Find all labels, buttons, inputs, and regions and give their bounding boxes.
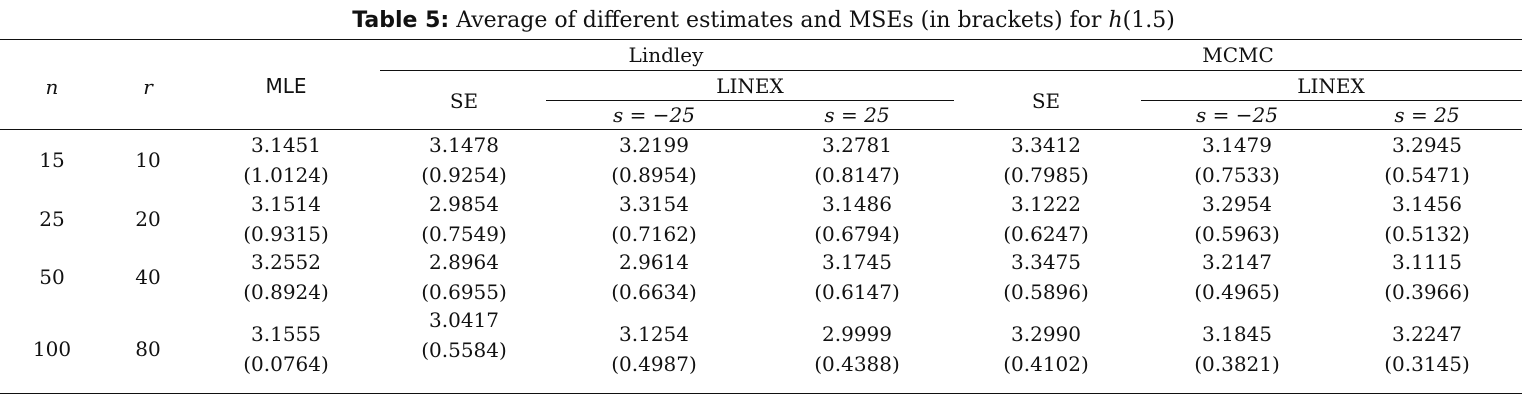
- header-lindley-s-neg: s = −25: [613, 103, 695, 127]
- cell-mcmc-se-mse: (0.4102): [1003, 352, 1089, 376]
- cell-mcmc-se-value: 3.1222: [1011, 192, 1081, 216]
- cell-lindley-sneg-mse: (0.4987): [611, 352, 697, 376]
- cell-lindley-se-value: 2.8964: [429, 250, 499, 274]
- cell-lindley-sneg-mse: (0.6634): [611, 280, 697, 304]
- cell-mcmc-spos-mse: (0.3145): [1384, 352, 1470, 376]
- cell-mcmc-se-value: 3.3412: [1011, 133, 1081, 157]
- cell-mcmc-se-mse: (0.5896): [1003, 280, 1089, 304]
- cell-mcmc-spos-value: 3.1456: [1392, 192, 1462, 216]
- cell-mle-mse: (1.0124): [243, 163, 329, 187]
- cell-lindley-sneg-value: 3.2199: [619, 133, 689, 157]
- bottom-rule: [0, 393, 1522, 394]
- cell-lindley-spos-mse: (0.6794): [814, 222, 900, 246]
- cell-lindley-se-value: 2.9854: [429, 192, 499, 216]
- mcmc-rule: [955, 70, 1522, 71]
- cell-n: 15: [39, 148, 65, 172]
- cell-mle-value: 3.2552: [251, 250, 321, 274]
- header-mcmc-s-pos: s = 25: [1394, 103, 1460, 127]
- cell-mcmc-sneg-value: 3.1845: [1202, 322, 1272, 346]
- cell-lindley-se-mse: (0.7549): [421, 222, 507, 246]
- cell-lindley-spos-value: 2.9999: [822, 322, 892, 346]
- cell-mcmc-sneg-value: 3.1479: [1202, 133, 1272, 157]
- header-lindley-linex: LINEX: [716, 74, 784, 98]
- header-mcmc-se: SE: [1031, 89, 1061, 113]
- cell-mcmc-se-value: 3.2990: [1011, 322, 1081, 346]
- caption-text: Average of different estimates and MSEs …: [449, 8, 1109, 33]
- cell-mle-mse: (0.8924): [243, 280, 329, 304]
- cell-mcmc-spos-value: 3.2247: [1392, 322, 1462, 346]
- header-mcmc-s-neg: s = −25: [1196, 103, 1278, 127]
- header-lindley-s-pos: s = 25: [824, 103, 890, 127]
- cell-r: 20: [135, 207, 161, 231]
- cell-lindley-se-mse: (0.9254): [421, 163, 507, 187]
- cell-lindley-spos-value: 3.1486: [822, 192, 892, 216]
- cell-lindley-se-value: 3.0417: [429, 308, 499, 332]
- table-caption: Table 5: Average of different estimates …: [0, 7, 1527, 35]
- cell-n: 50: [39, 265, 65, 289]
- cell-mle-mse: (0.0764): [243, 352, 329, 376]
- caption-argument: (1.5): [1122, 8, 1175, 33]
- cell-n: 25: [39, 207, 65, 231]
- cell-n: 100: [32, 337, 72, 361]
- cell-lindley-sneg-mse: (0.8954): [611, 163, 697, 187]
- top-rule: [0, 39, 1522, 40]
- header-mcmc-linex: LINEX: [1297, 74, 1365, 98]
- cell-mcmc-sneg-mse: (0.5963): [1194, 222, 1280, 246]
- header-n: n: [45, 75, 59, 99]
- header-lindley: Lindley: [628, 43, 704, 67]
- cell-mle-value: 3.1555: [251, 322, 321, 346]
- cell-mcmc-spos-mse: (0.5132): [1384, 222, 1470, 246]
- cell-mcmc-se-value: 3.3475: [1011, 250, 1081, 274]
- header-mcmc: MCMC: [1202, 43, 1274, 67]
- cell-r: 10: [135, 148, 161, 172]
- cell-mcmc-se-mse: (0.7985): [1003, 163, 1089, 187]
- cell-lindley-spos-value: 3.2781: [822, 133, 892, 157]
- cell-mle-mse: (0.9315): [243, 222, 329, 246]
- cell-mcmc-sneg-mse: (0.4965): [1194, 280, 1280, 304]
- caption-function: h: [1108, 8, 1123, 33]
- header-r: r: [143, 75, 153, 99]
- cell-mcmc-sneg-mse: (0.3821): [1194, 352, 1280, 376]
- cell-mcmc-sneg-value: 3.2954: [1202, 192, 1272, 216]
- cell-lindley-spos-mse: (0.6147): [814, 280, 900, 304]
- cell-lindley-sneg-value: 3.1254: [619, 322, 689, 346]
- mcmc-linex-rule: [1141, 100, 1522, 101]
- cell-lindley-spos-mse: (0.8147): [814, 163, 900, 187]
- cell-lindley-spos-mse: (0.4388): [814, 352, 900, 376]
- cell-lindley-sneg-value: 3.3154: [619, 192, 689, 216]
- cell-lindley-se-mse: (0.5584): [421, 338, 507, 362]
- cell-mcmc-spos-mse: (0.5471): [1384, 163, 1470, 187]
- lindley-rule: [380, 70, 955, 71]
- cell-lindley-spos-value: 3.1745: [822, 250, 892, 274]
- cell-lindley-sneg-value: 2.9614: [619, 250, 689, 274]
- header-mle: MLE: [265, 74, 307, 98]
- cell-r: 80: [135, 337, 161, 361]
- cell-mcmc-sneg-value: 3.2147: [1202, 250, 1272, 274]
- cell-mcmc-sneg-mse: (0.7533): [1194, 163, 1280, 187]
- cell-mcmc-spos-value: 3.2945: [1392, 133, 1462, 157]
- cell-mcmc-se-mse: (0.6247): [1003, 222, 1089, 246]
- header-lindley-se: SE: [449, 89, 479, 113]
- cell-mcmc-spos-value: 3.1115: [1392, 250, 1462, 274]
- header-bottom-rule: [0, 129, 1522, 130]
- cell-lindley-se-value: 3.1478: [429, 133, 499, 157]
- lindley-linex-rule: [546, 100, 954, 101]
- cell-lindley-sneg-mse: (0.7162): [611, 222, 697, 246]
- cell-mle-value: 3.1514: [251, 192, 321, 216]
- table-label: Table 5:: [352, 8, 450, 33]
- cell-r: 40: [135, 265, 161, 289]
- cell-mcmc-spos-mse: (0.3966): [1384, 280, 1470, 304]
- cell-mle-value: 3.1451: [251, 133, 321, 157]
- cell-lindley-se-mse: (0.6955): [421, 280, 507, 304]
